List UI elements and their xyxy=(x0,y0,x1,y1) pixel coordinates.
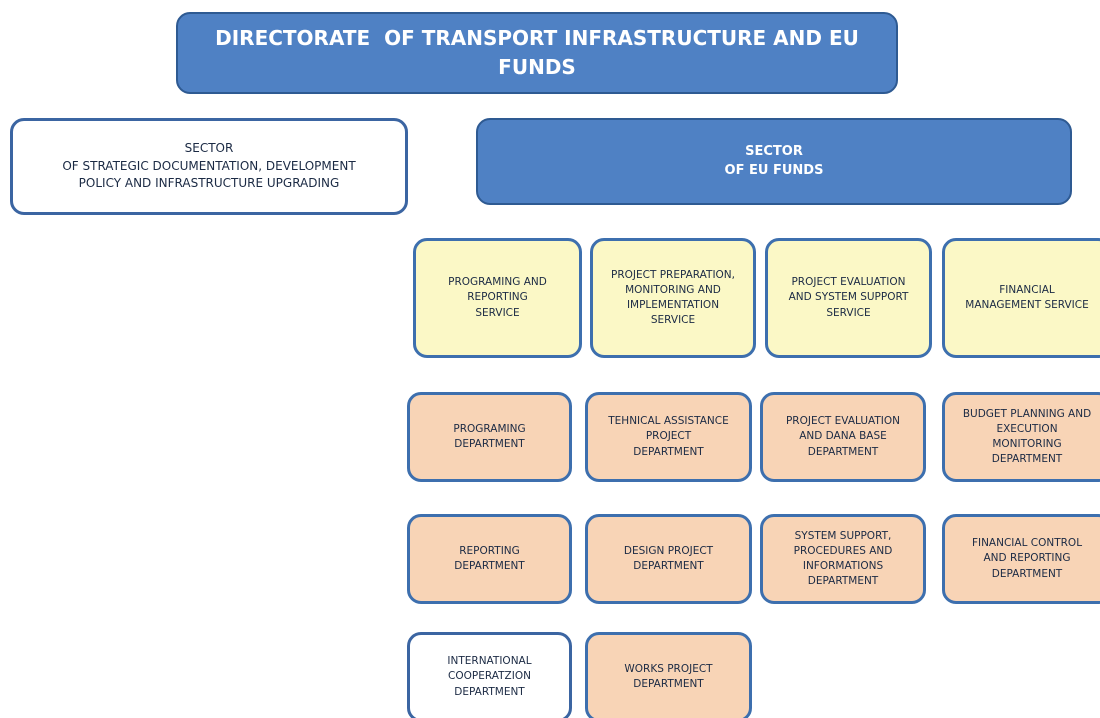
box-label: FINANCIAL CONTROL xyxy=(971,537,1083,550)
department-box: PROGRAMING DEPARTMENT xyxy=(407,392,572,482)
box-label: OF EU FUNDS xyxy=(724,162,824,178)
box-label: COOPERATZION xyxy=(448,670,531,683)
service-box: FINANCIAL MANAGEMENT SERVICE xyxy=(942,238,1100,358)
box-label: SERVICE xyxy=(650,314,696,327)
title-box: DIRECTORATE OF TRANSPORT INFRASTRUCTURE … xyxy=(176,12,898,94)
box-label: MANAGEMENT SERVICE xyxy=(965,299,1089,311)
box-label: BUDGET PLANNING AND xyxy=(962,407,1092,420)
box-label: FINANCIAL xyxy=(999,283,1055,296)
box-label: INTERNATIONAL xyxy=(447,655,532,668)
box-label: DESIGN PROJECT xyxy=(623,544,714,557)
box-label: REPORTING xyxy=(467,291,528,304)
box-label: INFORMATIONS xyxy=(802,560,884,572)
box-label: DEPARTMENT xyxy=(807,575,879,588)
box-label: DEPARTMENT xyxy=(454,438,525,450)
service-box: PROJECT PREPARATION, MONITORING AND IMPLEM… xyxy=(590,238,756,358)
sector-box: SECTOR OF STRATEGIC DOCUMENTATION, DEVELO… xyxy=(10,118,408,215)
box-label: SERVICE xyxy=(475,306,520,319)
department-box: WORKS PROJECT DEPARTMENT xyxy=(585,632,752,718)
box-label: SYSTEM SUPPORT, xyxy=(794,529,892,542)
department-box: BUDGET PLANNING AND EXECUTION MONITORING DE… xyxy=(942,392,1100,482)
sector-box: SECTOR OF EU FUNDS xyxy=(476,118,1072,205)
box-label: PROJECT EVALUATION xyxy=(785,415,901,428)
box-label: PROJECT EVALUATION xyxy=(791,276,906,289)
box-label: SECTOR xyxy=(184,141,234,156)
box-label: PROGRAMING xyxy=(453,422,526,435)
department-box: INTERNATIONAL COOPERATZION DEPARTMENT xyxy=(407,632,572,718)
box-label: SERVICE xyxy=(826,306,871,319)
box-label: AND SYSTEM SUPPORT xyxy=(788,291,909,304)
box-label: AND REPORTING xyxy=(983,552,1071,565)
department-box: SYSTEM SUPPORT, PROCEDURES AND INFORMATION… xyxy=(760,514,926,604)
box-label: DEPARTMENT xyxy=(991,453,1063,466)
box-label: REPORTING xyxy=(459,544,520,557)
box-label: PROGRAMING AND xyxy=(448,276,547,289)
box-label: DEPARTMENT xyxy=(633,560,704,572)
box-label: DEPARTMENT xyxy=(807,445,879,458)
box-label: SECTOR xyxy=(745,143,803,159)
department-box: TEHNICAL ASSISTANCE PROJECT DEPARTMENT xyxy=(585,392,752,482)
box-label: POLICY AND INFRASTRUCTURE UPGRADING xyxy=(78,176,340,191)
box-label: PROCEDURES AND xyxy=(793,544,893,557)
department-box: FINANCIAL CONTROL AND REPORTING DEPARTMENT xyxy=(942,514,1100,604)
box-label: TEHNICAL ASSISTANCE xyxy=(608,415,729,428)
box-label: DEPARTMENT xyxy=(454,560,525,572)
service-box: PROGRAMING AND REPORTING SERVICE xyxy=(413,238,582,358)
box-label: MONITORING xyxy=(992,438,1062,450)
box-label: DEPARTMENT xyxy=(454,685,525,698)
box-label: DEPARTMENT xyxy=(991,567,1063,580)
box-label: MONITORING AND xyxy=(625,283,721,296)
service-box: PROJECT EVALUATION AND SYSTEM SUPPORT SERV… xyxy=(765,238,932,358)
box-label: AND DANA BASE xyxy=(799,430,887,443)
box-label: IMPLEMENTATION xyxy=(626,299,720,311)
department-box: DESIGN PROJECT DEPARTMENT xyxy=(585,514,752,604)
box-label: OF STRATEGIC DOCUMENTATION, DEVELOPMENT xyxy=(62,158,356,173)
box-label: WORKS PROJECT xyxy=(624,662,713,675)
box-label: DEPARTMENT xyxy=(633,445,704,458)
box-label: FUNDS xyxy=(498,55,576,79)
box-label: DIRECTORATE OF TRANSPORT INFRASTRUCTURE … xyxy=(215,26,859,50)
box-label: EXECUTION xyxy=(996,422,1058,435)
department-box: REPORTING DEPARTMENT xyxy=(407,514,572,604)
box-label: PROJECT PREPARATION, xyxy=(610,268,736,281)
department-box: PROJECT EVALUATION AND DANA BASE DEPARTMEN… xyxy=(760,392,926,482)
box-label: DEPARTMENT xyxy=(633,678,704,690)
box-label: PROJECT xyxy=(645,430,692,443)
